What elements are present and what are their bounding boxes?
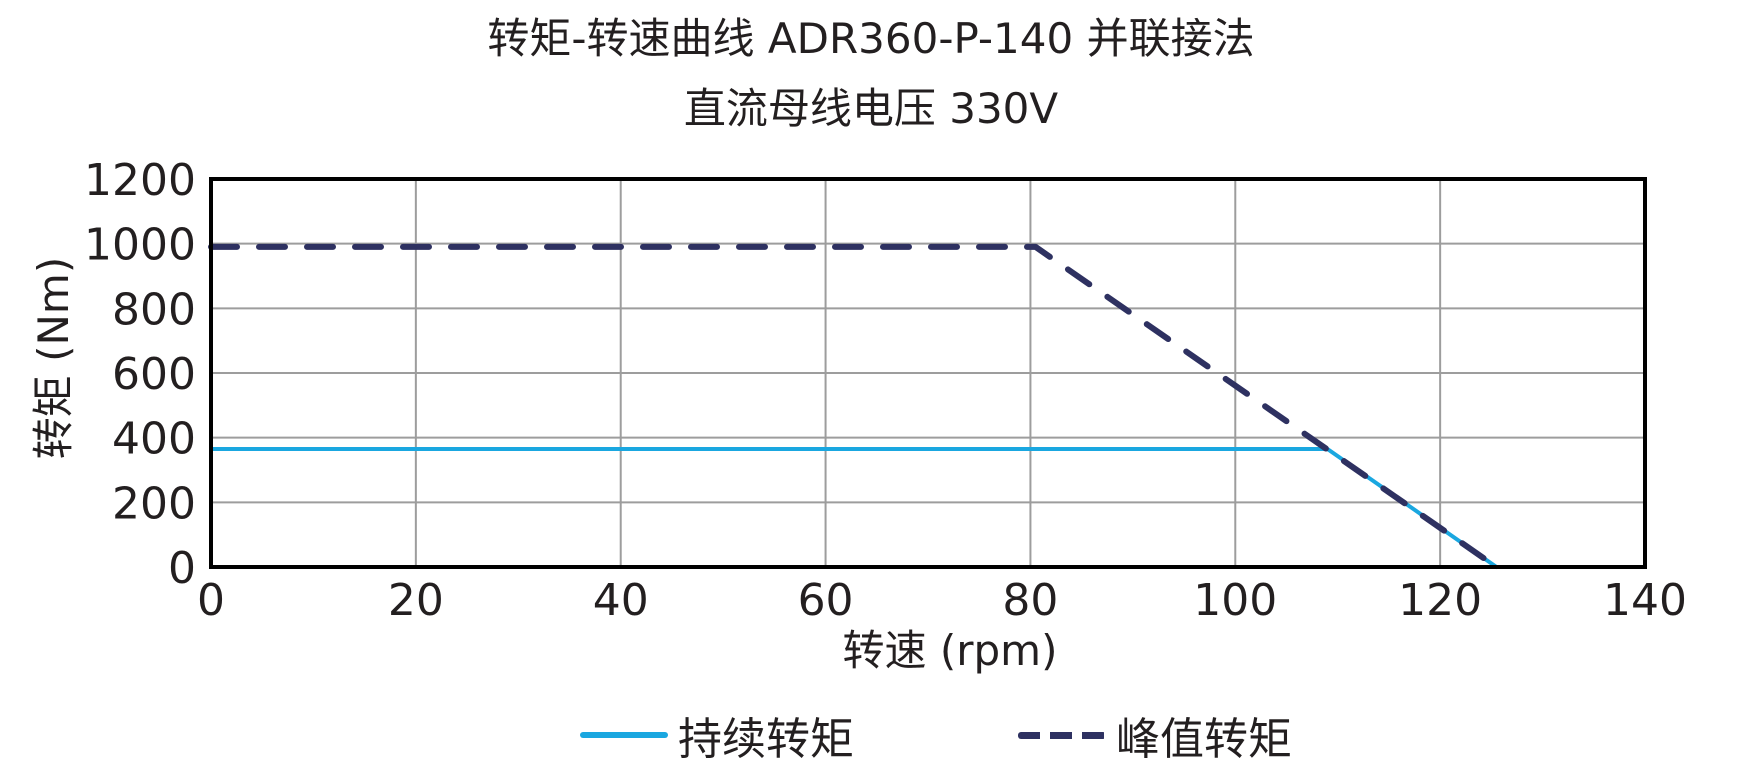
continuous-torque-line	[209, 446, 1499, 569]
x-tick-label: 20	[388, 575, 444, 626]
x-tick-label: 100	[1193, 575, 1277, 626]
y-axis-label: 转矩 (Nm)	[29, 257, 78, 459]
y-tick-label: 0	[168, 543, 196, 594]
legend-label-peak: 峰值转矩	[1116, 714, 1292, 765]
x-tick-label: 0	[197, 575, 225, 626]
plot-frame	[209, 177, 1647, 569]
x-tick-label: 60	[798, 575, 854, 626]
y-tick-label: 400	[112, 414, 196, 465]
solid-line-icon	[580, 732, 668, 738]
gridlines	[210, 178, 1646, 568]
y-axis-ticks: 0 200 400 600 800 1000 1200	[84, 155, 196, 594]
peak-torque-line	[208, 243, 1500, 570]
chart-subtitle: 直流母线电压 330V	[683, 84, 1059, 133]
chart-title: 转矩-转速曲线 ADR360-P-140 并联接法	[487, 14, 1255, 63]
dashed-line-icon	[1018, 731, 1106, 739]
data-series	[208, 243, 1500, 570]
legend-item-continuous: 持续转矩	[580, 708, 854, 765]
y-tick-label: 1200	[84, 155, 196, 206]
y-tick-label: 800	[112, 284, 196, 335]
legend-item-peak: 峰值转矩	[1018, 708, 1292, 765]
x-tick-label: 40	[593, 575, 649, 626]
legend-label-continuous: 持续转矩	[678, 714, 854, 765]
y-tick-label: 200	[112, 478, 196, 529]
y-tick-label: 1000	[84, 220, 196, 271]
x-axis-label: 转速 (rpm)	[843, 626, 1058, 675]
x-tick-label: 140	[1603, 575, 1687, 626]
y-tick-label: 600	[112, 349, 196, 400]
x-axis-ticks: 0 20 40 60 80 100 120 140	[197, 575, 1687, 626]
x-tick-label: 80	[1002, 575, 1058, 626]
x-tick-label: 120	[1398, 575, 1482, 626]
